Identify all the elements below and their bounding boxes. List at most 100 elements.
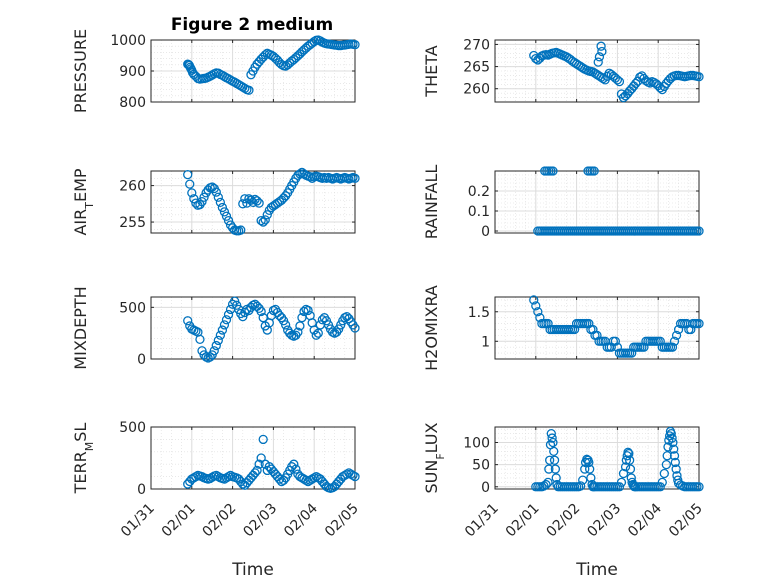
- data-point: [667, 433, 677, 443]
- data-point: [250, 468, 260, 478]
- data-point: [616, 477, 627, 488]
- data-point: [612, 75, 623, 85]
- data-point: [624, 448, 634, 459]
- data-point: [531, 53, 541, 64]
- data-point: [576, 481, 586, 491]
- data-point: [546, 428, 556, 439]
- data-point: [236, 225, 246, 235]
- y-axis-label: THETA: [422, 45, 441, 97]
- data-point: [580, 464, 590, 474]
- data-point: [350, 173, 360, 183]
- data-point: [578, 475, 588, 485]
- y-tick-label: 1.5: [468, 305, 490, 321]
- data-point: [543, 477, 553, 488]
- axes-pressure: 800 900 1000 PRESSURE: [71, 29, 360, 113]
- data-point: [317, 315, 328, 325]
- data-point: [191, 198, 201, 208]
- axes-box: [494, 39, 700, 103]
- data-point: [197, 196, 207, 207]
- data-point: [223, 215, 234, 226]
- data-point: [529, 295, 539, 305]
- y-tick-label: 270: [463, 37, 490, 53]
- y-tick-label: 100: [463, 436, 490, 452]
- y-tick-label: 255: [119, 215, 146, 231]
- figure-title: Figure 2 medium: [171, 15, 333, 35]
- y-tick-label: 0: [481, 480, 490, 496]
- data-point: [252, 196, 262, 206]
- data-point: [655, 83, 665, 93]
- data-point: [309, 473, 319, 483]
- data-point: [541, 479, 551, 490]
- data-point: [610, 336, 621, 346]
- data-point: [551, 473, 561, 483]
- data-point: [211, 340, 221, 351]
- y-axis-label: RAINFALL: [422, 165, 441, 240]
- y-tick-label: 0: [137, 482, 146, 498]
- data-point: [585, 464, 595, 474]
- data-point: [549, 455, 560, 465]
- data-point: [311, 330, 321, 340]
- data-point: [668, 437, 678, 448]
- data-point: [183, 169, 193, 180]
- data-point: [350, 40, 360, 50]
- data-point: [645, 78, 655, 88]
- data-point: [694, 226, 704, 236]
- data-point: [694, 72, 704, 82]
- y-tick-label: 265: [463, 60, 490, 76]
- data-point: [215, 330, 226, 340]
- data-point: [195, 334, 205, 345]
- data-point: [533, 307, 543, 317]
- data-point: [303, 305, 313, 316]
- data-point: [548, 166, 558, 176]
- data-point: [254, 459, 264, 469]
- data-point: [348, 470, 358, 481]
- data-point: [545, 455, 555, 465]
- data-point: [219, 207, 230, 217]
- data-point: [350, 323, 360, 333]
- data-point: [260, 215, 270, 225]
- y-tick-label: 260: [463, 82, 490, 98]
- data-point: [209, 346, 219, 356]
- data-point: [274, 474, 285, 484]
- y-axis-label: AIRTEMP: [71, 168, 96, 235]
- data-point: [626, 473, 636, 483]
- y-tick-label: 500: [119, 420, 146, 436]
- data-point: [223, 309, 234, 320]
- y-tick-label: 1: [481, 334, 490, 350]
- data-point: [597, 46, 607, 57]
- data-point: [246, 195, 256, 205]
- data-point: [219, 320, 230, 330]
- y-tick-label: 900: [119, 64, 146, 80]
- data-point: [256, 215, 266, 226]
- data-point: [694, 318, 704, 329]
- axes-box: [150, 426, 356, 490]
- data-point: [217, 325, 228, 335]
- data-point: [213, 335, 223, 346]
- axes-air-temp: 255 260 AIRTEMP: [71, 167, 360, 236]
- data-point: [657, 477, 667, 488]
- data-point: [313, 328, 323, 338]
- data-point: [669, 336, 680, 346]
- data-point: [291, 464, 301, 474]
- data-point: [238, 199, 248, 209]
- data-point: [262, 210, 272, 220]
- data-point: [221, 211, 232, 221]
- data-point: [659, 468, 669, 479]
- data-point: [614, 482, 625, 492]
- data-point: [258, 217, 268, 227]
- data-point: [254, 198, 264, 208]
- data-point: [252, 465, 262, 476]
- data-point: [211, 187, 221, 197]
- data-point: [342, 469, 352, 479]
- data-point: [547, 433, 557, 443]
- data-point: [183, 316, 193, 326]
- data-point: [548, 437, 558, 448]
- data-point: [655, 482, 665, 492]
- data-point: [280, 191, 291, 201]
- data-point: [189, 194, 199, 204]
- y-axis-label: PRESSURE: [71, 29, 90, 113]
- y-tick-label: 0.2: [468, 184, 490, 200]
- y-tick-label: 0.1: [468, 204, 490, 220]
- y-axis-label: H2OMIXRA: [422, 285, 441, 371]
